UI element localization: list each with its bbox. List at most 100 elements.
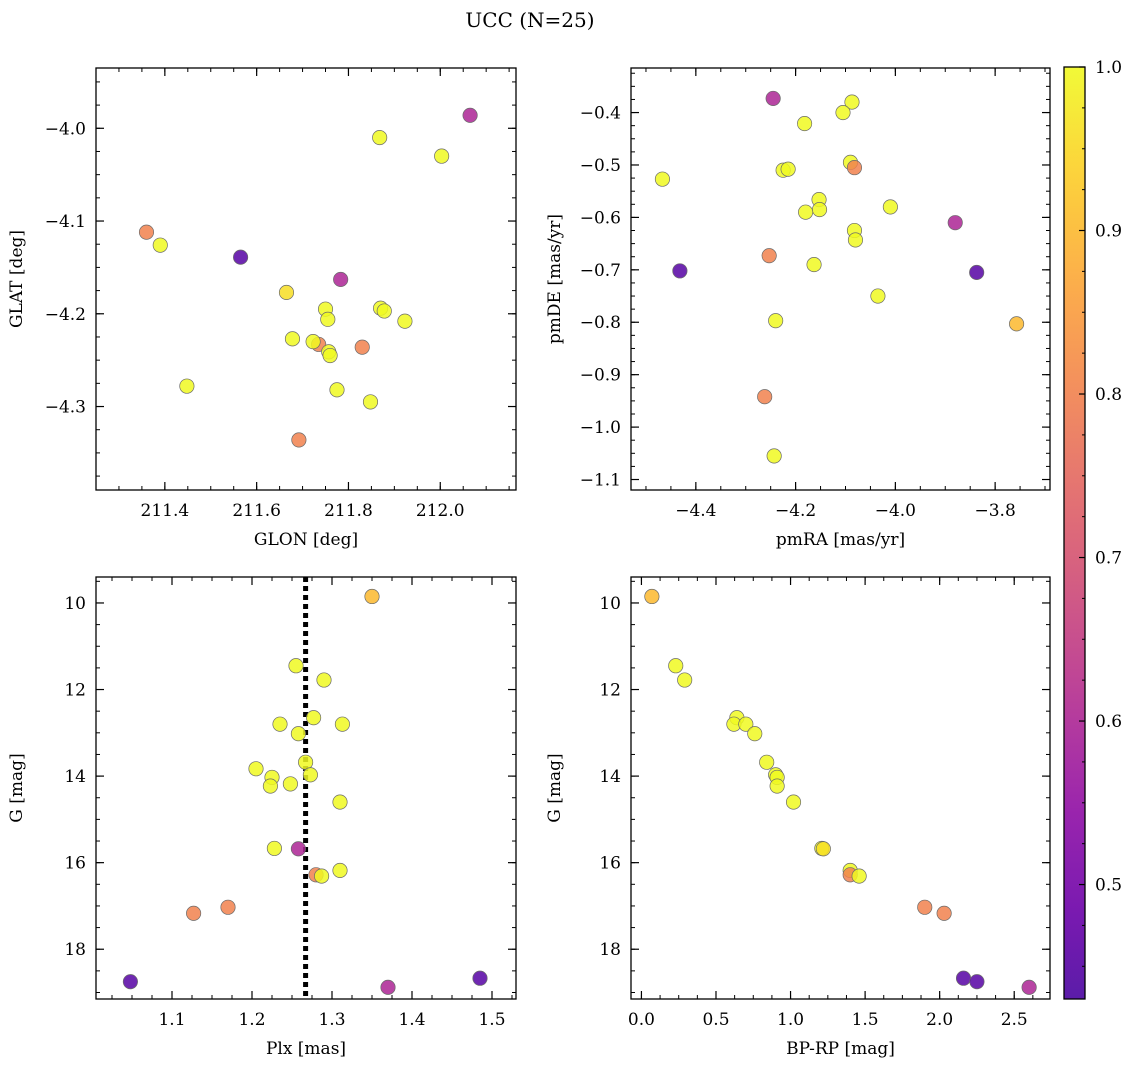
scatter-point — [291, 432, 307, 448]
scatter-point — [936, 905, 952, 921]
panel-glon-glat: 211.4 211.6 211.8 212.0 −4.3 −4.2 −4.1 −4.0 GLON… — [7, 67, 517, 550]
scatter-point — [761, 248, 777, 264]
colorbar-tick-label: 0.6 — [1095, 712, 1122, 732]
y-tick-label: 14 — [599, 767, 621, 787]
scatter-point — [917, 899, 933, 915]
scatter-point — [138, 224, 155, 240]
scatter-point — [811, 201, 828, 218]
scatter-point — [835, 105, 851, 121]
scatter-point — [851, 868, 867, 884]
scatter-point — [785, 794, 802, 810]
panel-plx-g: 1.1 1.2 1.3 1.4 1.5 10 12 14 16 18 Plx [mas] G [mag… — [7, 576, 517, 1059]
scatter-point — [846, 160, 863, 176]
scatter-point — [947, 215, 963, 231]
x-axis-label: Plx [mas] — [266, 1039, 346, 1059]
x-tick-label: 211.8 — [324, 501, 373, 521]
scatter-point — [329, 382, 345, 398]
scatter-point — [284, 331, 301, 347]
colorbar-tick-label: 0.7 — [1095, 549, 1122, 569]
scatter-point — [290, 841, 306, 857]
panels: 211.4 211.6 211.8 212.0 −4.3 −4.2 −4.1 −4.0 GLON… — [7, 67, 1051, 1059]
y-tick-label: −0.8 — [580, 313, 621, 333]
x-tick-label: 212.0 — [416, 501, 465, 521]
scatter-points — [138, 107, 478, 448]
x-tick-label: 211.6 — [232, 501, 281, 521]
panel-pmra-pmde: −4.4 −4.2 −4.0 −3.8 −1.1 −1.0 −0.9 −0.8 −0.7 −0.6… — [545, 67, 1051, 550]
x-tick-label: −4.0 — [875, 501, 916, 521]
scatter-point — [738, 716, 754, 732]
y-axis-label: G [mag] — [7, 753, 27, 822]
scatter-point — [322, 347, 338, 364]
scatter-point — [278, 284, 295, 300]
scatter-point — [314, 868, 330, 884]
scatter-points — [122, 588, 488, 995]
colorbar-tick-label: 1.0 — [1095, 58, 1122, 78]
scatter-point — [302, 767, 318, 783]
scatter-point — [186, 905, 202, 921]
x-tick-label: 1.3 — [318, 1010, 345, 1030]
scatter-point — [677, 672, 693, 688]
y-tick-label: 10 — [599, 594, 621, 614]
scatter-point — [882, 199, 898, 215]
scatter-point — [955, 970, 972, 986]
scatter-point — [306, 710, 322, 726]
panel-bprp-g: 0.0 0.5 1.0 1.5 2.0 2.5 10 12 14 16 18 BP-RP [mag] G… — [545, 576, 1051, 1059]
axes-frame — [95, 576, 517, 1000]
scatter-point — [654, 171, 670, 187]
x-tick-label: 2.0 — [926, 1010, 953, 1030]
scatter-point — [376, 303, 392, 319]
scatter-point — [248, 761, 264, 777]
scatter-point — [320, 311, 336, 327]
scatter-point — [797, 116, 813, 132]
scatter-point — [847, 232, 864, 248]
x-tick-label: 1.4 — [398, 1010, 425, 1030]
scatter-point — [288, 658, 304, 674]
x-tick-label: 0.0 — [628, 1010, 655, 1030]
scatter-point — [806, 257, 822, 273]
y-tick-label: 18 — [599, 940, 621, 960]
scatter-point — [316, 672, 332, 688]
scatter-point — [672, 263, 688, 279]
scatter-point — [122, 974, 138, 990]
scatter-point — [220, 899, 236, 915]
y-axis-label: G [mag] — [545, 753, 565, 822]
y-tick-label: −0.4 — [580, 104, 621, 124]
colorbar: 0.5 0.6 0.7 0.8 0.9 1.0 — [1063, 58, 1122, 1000]
scatter-point — [769, 778, 785, 794]
scatter-point — [290, 726, 306, 742]
scatter-point — [152, 237, 168, 253]
scatter-point — [644, 588, 660, 605]
scatter-point — [765, 90, 781, 106]
scatter-point — [780, 161, 796, 177]
scatter-point — [870, 288, 886, 304]
scatter-point — [332, 862, 348, 879]
y-tick-label: −4.1 — [45, 212, 86, 232]
scatter-point — [179, 378, 195, 394]
axes-frame — [95, 67, 517, 491]
scatter-point — [282, 776, 298, 792]
minor-ticks — [96, 68, 516, 490]
scatter-point — [397, 313, 413, 329]
scatter-point — [766, 448, 782, 464]
x-tick-label: 1.5 — [852, 1010, 879, 1030]
y-tick-label: −0.6 — [580, 208, 621, 228]
axes-frame — [630, 576, 1051, 1000]
scatter-point — [1021, 979, 1037, 995]
y-tick-label: −1.0 — [580, 418, 621, 438]
x-axis-label: BP-RP [mag] — [786, 1039, 895, 1059]
figure-title: UCC (N=25) — [465, 8, 594, 32]
scatter-point — [334, 716, 350, 732]
scatter-point — [668, 658, 684, 674]
x-axis-label: pmRA [mas/yr] — [776, 530, 905, 550]
y-tick-label: 12 — [599, 681, 621, 701]
scatter-point — [434, 148, 450, 164]
x-axis-label: GLON [deg] — [254, 530, 358, 550]
x-tick-label: −4.2 — [775, 501, 816, 521]
scatter-point — [266, 840, 282, 856]
x-tick-label: −4.4 — [675, 501, 716, 521]
scatter-point — [380, 979, 396, 995]
y-tick-label: 18 — [64, 940, 86, 960]
scatter-point — [747, 726, 763, 742]
x-tick-label: 211.4 — [141, 501, 190, 521]
scatter-point — [332, 794, 348, 810]
